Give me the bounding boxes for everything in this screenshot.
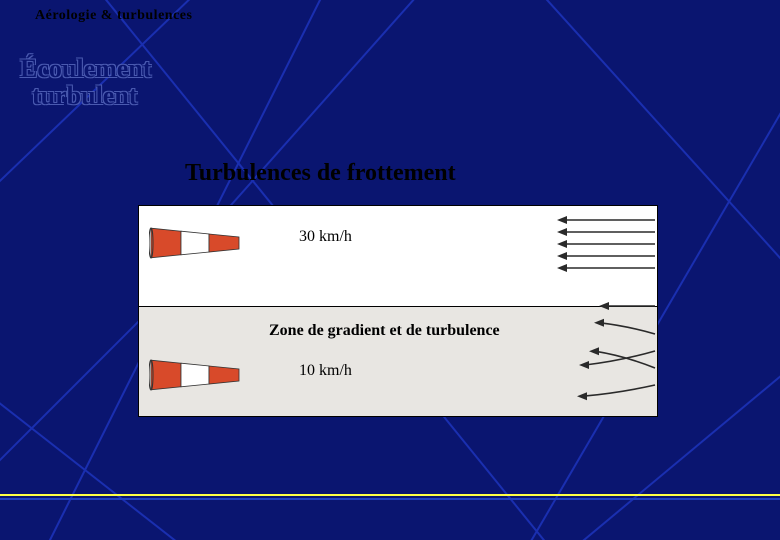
speed-label-bottom: 10 km/h bbox=[299, 362, 352, 380]
windsock-bottom bbox=[149, 358, 241, 392]
windsock-top bbox=[149, 226, 241, 260]
speed-label-top: 30 km/h bbox=[299, 228, 352, 246]
wind-arrows bbox=[497, 206, 657, 418]
footer-line-yellow bbox=[0, 494, 780, 496]
zone-label: Zone de gradient et de turbulence bbox=[269, 322, 500, 340]
subtitle-line1: Écoulement bbox=[20, 55, 151, 82]
page-header: Aérologie & turbulences bbox=[35, 8, 192, 24]
subtitle-line2: turbulent bbox=[20, 82, 151, 109]
friction-turbulence-diagram: 30 km/h 10 km/h Zone de gradient et de t… bbox=[138, 205, 658, 417]
footer-line-blue bbox=[0, 498, 780, 500]
section-title: Turbulences de frottement bbox=[185, 160, 456, 187]
slide-subtitle: Écoulement turbulent bbox=[20, 55, 151, 110]
